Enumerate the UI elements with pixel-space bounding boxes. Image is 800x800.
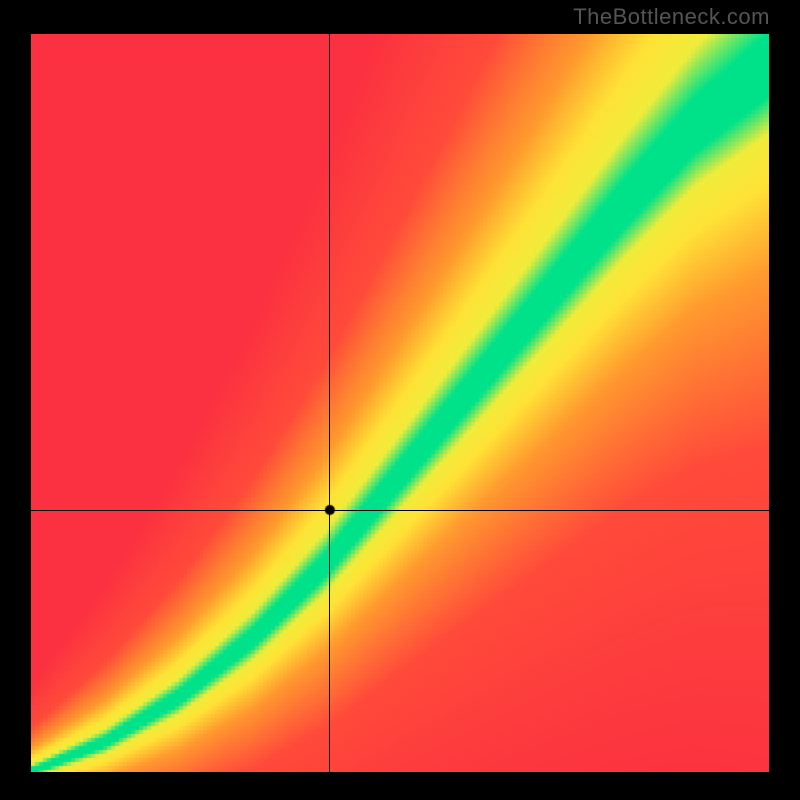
crosshair-horizontal [31, 510, 769, 511]
crosshair-vertical [329, 34, 330, 772]
bottleneck-heatmap [31, 34, 769, 772]
watermark-text: TheBottleneck.com [573, 4, 770, 30]
